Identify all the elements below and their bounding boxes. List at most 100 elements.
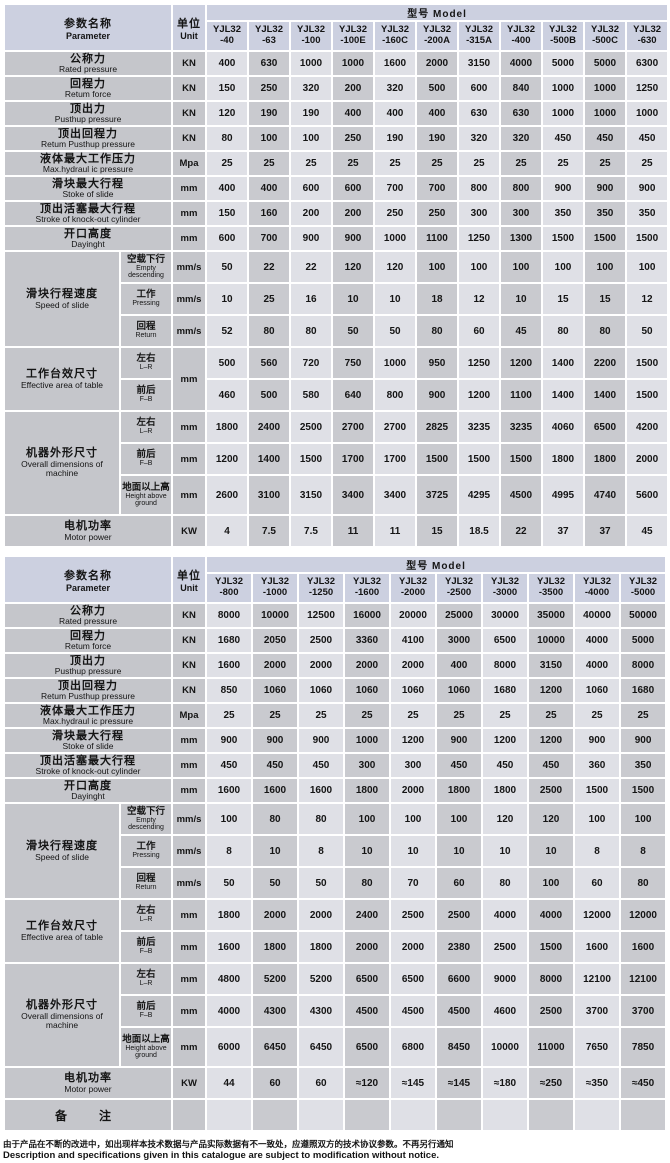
value-cell: 6450 [251,1026,299,1068]
value-cell: 1250 [624,75,670,102]
value-cell: 1400 [247,442,291,476]
value-cell: 1500 [624,225,670,252]
value-cell: 8 [618,834,668,868]
sub-param-cn: 空载下行 [126,805,165,817]
value-cell: 2500 [289,410,333,444]
value-cell: 100 [573,802,621,836]
param-cn: 滑块最大行程 [52,729,124,742]
value-cell: 800 [457,175,501,202]
value-cell: 12 [624,282,670,316]
value-cell: 400 [247,175,291,202]
table-row: 滑块最大行程 Stoke of slide mm 900 900 900 1000 1200 9… [3,727,668,754]
sub-param-cn: 地面以上高 [122,1033,170,1045]
value-cell: 12500 [297,602,345,629]
value-cell: 25 [297,702,345,729]
value-cell: 4000 [573,627,621,654]
sub-param-en: F–B [139,396,153,404]
value-cell: 1400 [541,346,585,380]
value-cell: 15 [415,514,459,548]
param-group-cell: 滑块行程速度 Speed of slide [3,250,121,348]
value-cell: 2000 [415,50,459,77]
value-cell: 400 [415,100,459,127]
model-brand: YJL32 [381,24,409,36]
value-cell: 8000 [618,652,668,679]
value-cell: 190 [247,100,291,127]
table-body: 公称力 Rated pressure KN 8000 10000 12500 16000 20… [3,602,668,1132]
param-en: Motor power [64,1083,112,1094]
value-cell: 6600 [435,962,483,996]
value-cell: 300 [457,200,501,227]
model-suffix: -5000 [630,587,656,598]
value-cell: 120 [205,100,249,127]
value-cell: 1800 [583,442,627,476]
value-cell: 1000 [343,727,391,754]
value-cell: 150 [205,200,249,227]
unit-cell: mm [171,410,207,444]
value-cell: 1600 [205,652,253,679]
table-row: 回程力 Retum force KN 1680 2050 2500 3360 4100 3000… [3,627,668,654]
value-cell: 100 [618,802,668,836]
value-cell: 1200 [389,727,437,754]
value-cell: 900 [331,225,375,252]
value-cell: 5000 [541,50,585,77]
value-cell: 900 [541,175,585,202]
unit-cell: mm [171,175,207,202]
remark-empty-cell [251,1098,299,1132]
model-name-cell: YJL32 -1250 [297,572,345,604]
param-cn: 公称力 [70,52,106,65]
model-name-cell: YJL32 -160C [373,20,417,52]
model-suffix: -500B [550,35,576,46]
value-cell: 15 [541,282,585,316]
value-cell: 25 [373,150,417,177]
unit-cell: mm/s [171,250,207,284]
model-name-cell: YJL32 -100 [289,20,333,52]
sub-param-en: Return [135,332,157,340]
param-group-en: Effective area of table [20,931,104,942]
param-cn: 回程力 [70,629,106,642]
unit-cell: Mpa [171,702,207,729]
value-cell: 25 [247,150,291,177]
param-cn: 滑块最大行程 [52,177,124,190]
value-cell: 900 [435,727,483,754]
value-cell: 25 [343,702,391,729]
value-cell: 11 [373,514,417,548]
unit-cell: mm [171,930,207,964]
value-cell: 1800 [541,442,585,476]
sub-param-cn: 回程 [136,321,156,333]
value-cell: 100 [205,802,253,836]
model-brand: YJL32 [297,24,325,36]
param-cn: 顶出活塞最大行程 [40,202,136,215]
remark-empty-cell [573,1098,621,1132]
value-cell: 70 [389,866,437,900]
head-row-2: YJL32 -800 YJL32 -1000 YJL32 -1250 YJL32 -1600 Y… [4,572,668,604]
value-cell: 1800 [251,930,299,964]
value-cell: 1600 [573,930,621,964]
value-cell: 2400 [247,410,291,444]
sub-param-cn: 地面以上高 [122,481,170,493]
sub-param-cell: 回程 Return [119,314,173,348]
value-cell: 1060 [573,677,621,704]
unit-cell: mm/s [171,314,207,348]
unit-cell: mm [171,346,207,412]
sub-param-cell: 左右 L–R [119,346,173,380]
param-header-cn: 参数名称 [64,17,112,30]
value-cell: 6500 [481,627,529,654]
value-cell: 20000 [389,602,437,629]
param-cell: 液体最大工作压力 Max.hydraul ic pressure [3,702,173,729]
value-cell: 100 [435,802,483,836]
value-cell: 37 [541,514,585,548]
table-row: 顶出力 Pusthup pressure KN 120 190 190 400 400 400 6… [3,100,670,127]
remark-label-cell: 备 注 [3,1098,173,1132]
value-cell: 190 [415,125,459,152]
model-suffix: -2000 [400,587,426,598]
value-cell: 8000 [205,602,253,629]
value-cell: 1700 [331,442,375,476]
value-cell: 190 [373,125,417,152]
table-head: 参数名称 Parameter 单位 Unit 型号 Model YJL32 -40 YJL32… [3,3,670,52]
unit-cell: mm [171,994,207,1028]
value-cell: 4000 [573,652,621,679]
value-cell: 100 [624,250,670,284]
value-cell: 22 [289,250,333,284]
sub-param-cell: 空载下行 Empty descending [119,802,173,836]
value-cell: 2000 [343,652,391,679]
